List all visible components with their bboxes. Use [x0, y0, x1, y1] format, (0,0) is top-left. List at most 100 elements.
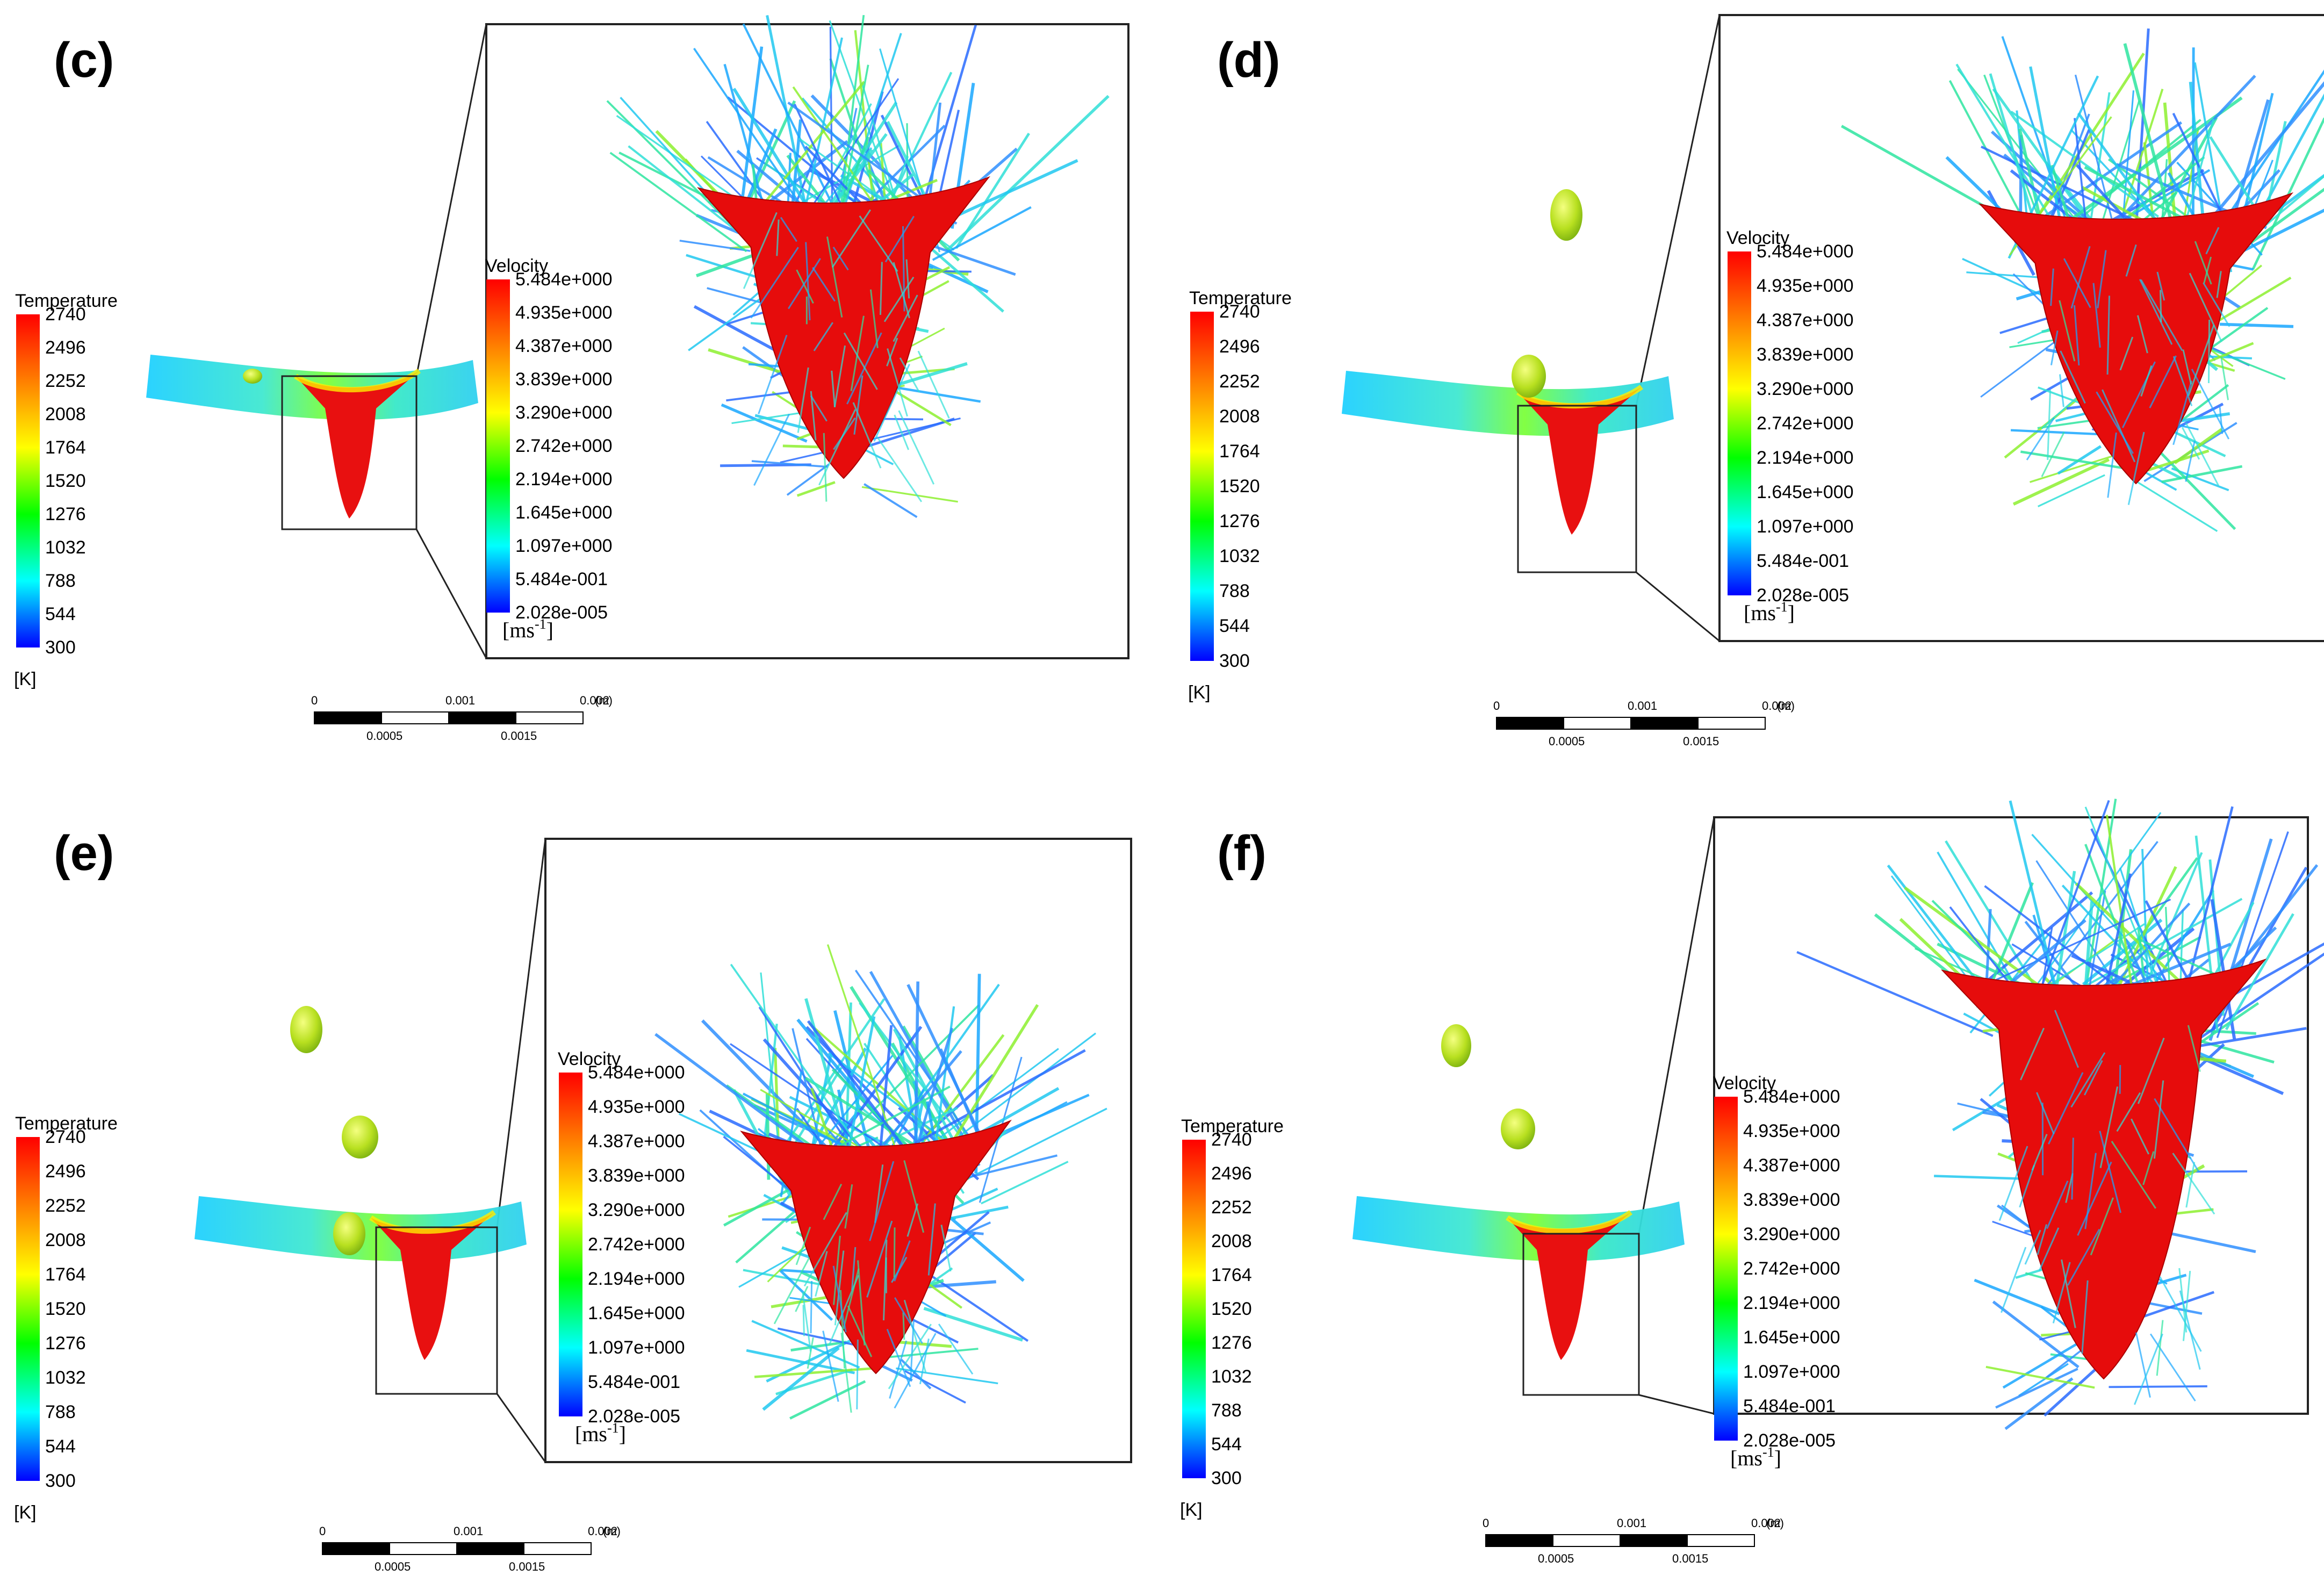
velocity-arrow [2070, 246, 2091, 309]
velocity-arrow [2054, 1010, 2080, 1068]
velocity-arrow [2050, 330, 2059, 365]
velocity-arrow [2182, 349, 2192, 385]
velocity-arrow [905, 259, 910, 299]
legend-colorbar [1182, 1140, 1206, 1478]
scale-unit: (m) [1777, 699, 1795, 713]
velocity-arrow [654, 1033, 807, 1147]
velocity-arrow [810, 395, 828, 422]
velocity-arrow [802, 1291, 812, 1352]
velocity-arrow [903, 1160, 925, 1233]
legend-tick-label: 4.387e+000 [1743, 1155, 1840, 1176]
velocity-arrow [768, 998, 886, 1168]
velocity-arrow [746, 1349, 855, 1375]
velocity-arrow [2073, 305, 2080, 366]
legend-tick-label: 2252 [45, 371, 86, 391]
velocity-arrow [2134, 1333, 2163, 1405]
panel-label: (c) [54, 33, 114, 88]
legend-unit-close: ] [546, 618, 553, 642]
legend-tick-label: 3.290e+000 [588, 1200, 685, 1220]
velocity-arrow [751, 1320, 860, 1369]
zoom-connector-line [1635, 15, 1721, 406]
velocity-arrow [754, 1367, 872, 1378]
scale-segment [389, 1542, 457, 1555]
scale-segment [1630, 717, 1699, 730]
velocity-arrow [778, 1269, 833, 1321]
legend-tick-label: 1.097e+000 [1743, 1362, 1840, 1382]
velocity-arrow [750, 247, 799, 319]
legend-colorbar [1728, 251, 1751, 595]
spatter-particle [1501, 1109, 1535, 1149]
velocity-arrow [894, 414, 910, 450]
velocity-arrow [869, 970, 981, 1167]
legend-tick-label: 5.484e-001 [588, 1372, 680, 1392]
velocity-arrow [790, 1341, 847, 1352]
velocity-arrow [762, 1024, 778, 1151]
velocity-arrow [2123, 43, 2172, 219]
scale-label: 0 [1493, 699, 1500, 713]
legend-tick-label: 1032 [45, 537, 86, 558]
melt-pool-overview [1342, 371, 1674, 535]
legend-tick-label: 2.194e+000 [588, 1269, 685, 1289]
velocity-arrow [609, 152, 747, 253]
legend-tick-label: 1520 [1219, 476, 1260, 497]
velocity-vectors-front [2026, 227, 2231, 505]
velocity-arrow [2140, 365, 2153, 397]
velocity-vectors-front [1998, 1010, 2215, 1405]
legend-tick-label: 544 [45, 604, 76, 624]
velocity-arrow [2107, 432, 2117, 498]
legend-title: Temperature [1189, 288, 1292, 308]
velocity-arrow [886, 1329, 911, 1387]
velocity-arrow [776, 219, 780, 256]
legend-tick-label: 1764 [1211, 1265, 1252, 1285]
legend-tick-label: 4.387e+000 [515, 336, 613, 356]
legend-tick-label: 4.935e+000 [588, 1097, 685, 1117]
velocity-arrow [1985, 1365, 2095, 1389]
zoom-connector-line [415, 529, 487, 659]
scale-unit: (m) [1766, 1516, 1784, 1530]
velocity-arrow [2077, 112, 2158, 222]
velocity-arrow [927, 1203, 936, 1276]
legend-tick-label: 1.097e+000 [588, 1337, 685, 1358]
legend-tick-label: 2.194e+000 [1743, 1293, 1840, 1313]
legend-tick-label: 788 [45, 1402, 76, 1422]
velocity-arrow [2207, 319, 2211, 384]
scale-label: 0.002 [1762, 699, 1791, 713]
velocity-arrow [2036, 1092, 2055, 1134]
velocity-arrow [789, 1380, 866, 1420]
velocity-arrow [939, 1205, 1009, 1222]
legend-tick-label: 2008 [45, 1230, 86, 1250]
legend-tick-label: 2.028e-005 [588, 1406, 680, 1427]
velocity-arrow [882, 1240, 888, 1321]
velocity-arrow [823, 433, 828, 502]
spatter-particle [342, 1116, 378, 1159]
velocity-arrow [2188, 325, 2215, 396]
legend-tick-label: 788 [45, 571, 76, 591]
velocity-arrow [945, 95, 1110, 252]
velocity-arrow [832, 1004, 980, 1152]
velocity-arrow [2182, 806, 2234, 1003]
velocity-arrow [732, 88, 809, 207]
velocity-arrow [2059, 300, 2076, 362]
velocity-arrow [2010, 111, 2160, 218]
legend-tick-label: 300 [1219, 651, 1250, 671]
velocity-arrow [2154, 1098, 2200, 1172]
velocity-arrow [743, 212, 778, 289]
scale-unit: (m) [603, 1524, 621, 1538]
scale-bar: 0 0.001 0.002(m) 0.0005 0.0015 [311, 694, 613, 743]
legend-tick-label: 1764 [1219, 441, 1260, 462]
velocity-arrow [823, 1183, 843, 1220]
legend-tick-label: 2740 [45, 304, 86, 325]
velocity-arrow [2203, 256, 2212, 284]
scale-segment [523, 1542, 592, 1555]
legend-tick-label: 1.645e+000 [1743, 1327, 1840, 1348]
legend-tick-label: 2252 [45, 1196, 86, 1216]
velocity-arrow [953, 1154, 1057, 1182]
velocity-arrow [2081, 1280, 2089, 1354]
velocity-arrow [812, 267, 836, 302]
scale-label: 0 [319, 1524, 326, 1538]
legend-title: Temperature [1181, 1116, 1284, 1136]
